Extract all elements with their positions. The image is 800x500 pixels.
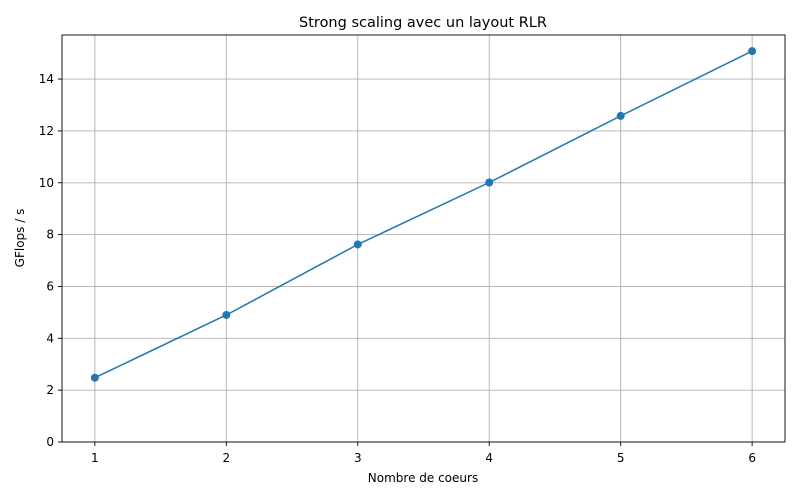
chart-title: Strong scaling avec un layout RLR bbox=[299, 15, 547, 31]
x-axis-label: Nombre de coeurs bbox=[368, 471, 478, 485]
y-tick-label: 6 bbox=[46, 279, 54, 293]
data-point bbox=[222, 310, 231, 319]
x-tick-label: 6 bbox=[748, 451, 756, 465]
y-axis-label: GFlops / s bbox=[13, 209, 27, 268]
x-tick-label: 5 bbox=[617, 451, 625, 465]
y-tick-label: 0 bbox=[46, 435, 54, 449]
y-tick-label: 8 bbox=[46, 228, 54, 242]
data-point bbox=[90, 373, 99, 382]
series-line bbox=[94, 50, 753, 379]
y-tick-label: 4 bbox=[46, 331, 54, 345]
x-tick-label: 2 bbox=[222, 451, 230, 465]
data-point bbox=[748, 47, 757, 56]
data-point bbox=[485, 178, 494, 187]
plot-frame bbox=[61, 34, 786, 443]
x-tick-label: 1 bbox=[91, 451, 99, 465]
data-point bbox=[353, 240, 362, 249]
series bbox=[90, 47, 757, 382]
x-tick-label: 3 bbox=[354, 451, 362, 465]
y-tick-label: 10 bbox=[39, 176, 54, 190]
grid bbox=[62, 35, 785, 443]
y-tick-label: 12 bbox=[39, 124, 54, 138]
x-tick-label: 4 bbox=[485, 451, 493, 465]
y-tick-label: 2 bbox=[46, 383, 54, 397]
data-point bbox=[616, 111, 625, 120]
y-tick-label: 14 bbox=[39, 72, 54, 86]
